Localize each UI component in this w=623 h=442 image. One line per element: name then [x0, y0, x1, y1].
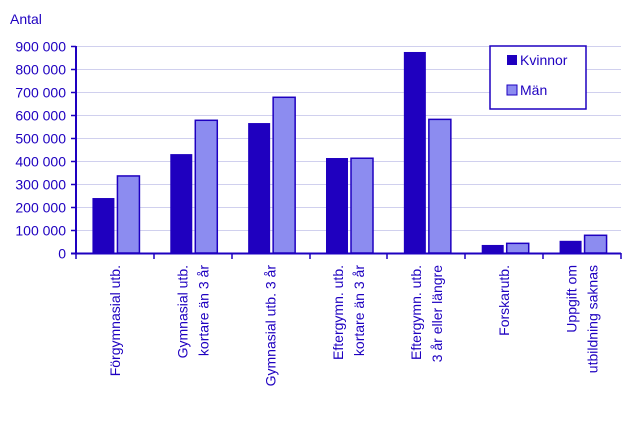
bar-män	[428, 118, 452, 254]
y-tick-label: 900 000	[15, 39, 66, 55]
legend-swatch	[506, 84, 518, 96]
y-tick-label: 800 000	[15, 62, 66, 78]
x-tick-label: Gymnasial utb. 3 år	[263, 265, 279, 387]
legend-label: Kvinnor	[520, 52, 568, 68]
bar-män	[194, 119, 219, 254]
y-tick-label: 200 000	[15, 200, 66, 216]
legend-swatch	[507, 55, 517, 65]
x-tick-label: kortare än 3 år	[351, 265, 367, 356]
bar-män	[272, 96, 296, 254]
y-tick-label: 100 000	[15, 223, 66, 239]
x-tick-label: Förgymnasial utb.	[107, 265, 123, 376]
bar-kvinnor	[559, 240, 582, 253]
x-tick-label: Forskarutb.	[496, 265, 512, 336]
bar-kvinnor	[170, 154, 193, 253]
y-tick-label: 400 000	[15, 154, 66, 170]
bar-kvinnor	[92, 198, 115, 253]
bar-män	[350, 157, 374, 254]
x-tick-label: kortare än 3 år	[195, 265, 211, 356]
bar-kvinnor	[481, 244, 504, 253]
bar-kvinnor	[403, 51, 426, 254]
gridlines	[76, 46, 621, 231]
legend-box	[489, 45, 587, 110]
bar-män	[116, 175, 141, 254]
x-tick-label: Eftergymn. utb.	[408, 265, 424, 360]
x-tick-label: Eftergymn. utb.	[330, 265, 346, 360]
bar-kvinnor	[326, 158, 348, 253]
axes	[71, 46, 622, 259]
x-tick-label: utbildning saknas	[585, 265, 601, 373]
y-tick-label: 600 000	[15, 108, 66, 124]
bars	[92, 51, 608, 254]
y-tick-label: 500 000	[15, 131, 66, 147]
y-tick-label: 300 000	[15, 177, 66, 193]
bar-kvinnor	[248, 123, 271, 253]
y-tick-label: 700 000	[15, 85, 66, 101]
bar-män	[505, 242, 530, 254]
legend-label: Män	[520, 82, 547, 98]
legend: Kvinnor Män	[489, 45, 587, 110]
x-tick-label: 3 år eller längre	[429, 265, 445, 362]
x-axis-labels: Förgymnasial utb. Gymnasial utb. kortare ä…	[107, 265, 601, 387]
bar-män	[583, 234, 608, 254]
y-axis-ticks: 0 100 000 200 000 300 000 400 000 500 000 600 …	[15, 39, 76, 262]
x-tick-label: Gymnasial utb.	[174, 265, 190, 358]
y-axis-label: Antal	[10, 11, 42, 27]
x-tick-label: Uppgift om	[564, 265, 580, 333]
y-tick-label: 0	[58, 246, 66, 262]
